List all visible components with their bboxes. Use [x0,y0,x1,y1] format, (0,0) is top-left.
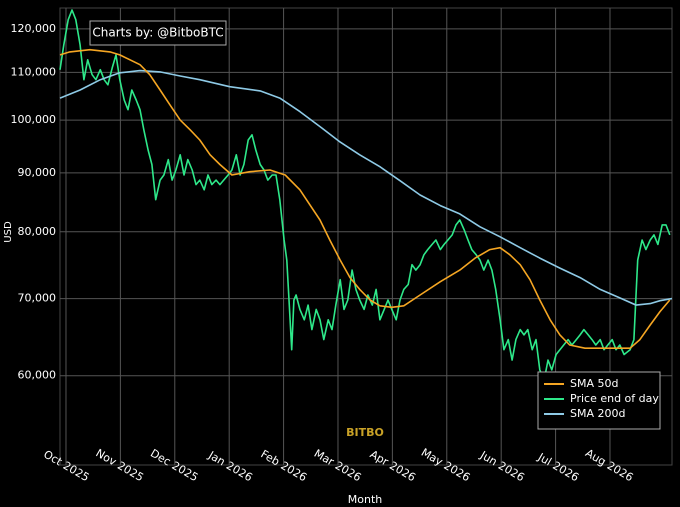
watermark: BITBO [346,426,384,439]
legend-label: Price end of day [570,392,659,405]
y-tick-label: 80,000 [18,225,57,238]
y-tick-label: 110,000 [11,65,57,78]
annotation: Charts by: @BitboBTC [92,26,223,40]
annotation-box [89,20,227,46]
line-series [59,9,671,381]
y-tick-label: 60,000 [18,369,57,382]
legend-box [537,371,661,430]
legend-label: SMA 50d [570,377,618,390]
line-series [59,69,673,306]
line-series [59,48,671,349]
y-tick-label: 70,000 [18,292,57,305]
x-axis-label: Month [348,493,383,506]
y-tick-label: 100,000 [11,113,57,126]
y-tick-label: 90,000 [18,166,57,179]
y-axis-label: USD [3,221,14,243]
y-tick-label: 120,000 [11,22,57,35]
legend-label: SMA 200d [570,407,625,420]
